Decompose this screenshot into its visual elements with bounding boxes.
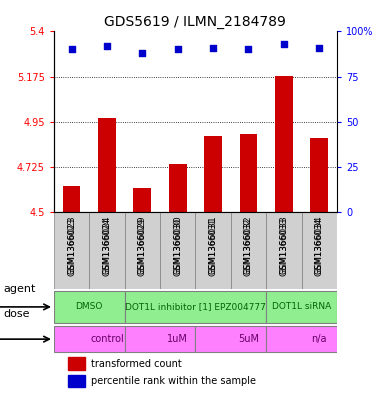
Bar [68,357,85,369]
Text: GSM1366030: GSM1366030 [173,218,182,274]
Text: DOT1L inhibitor [1] EPZ004777: DOT1L inhibitor [1] EPZ004777 [125,302,266,311]
Text: GSM1366029: GSM1366029 [138,218,147,274]
Text: DMSO: DMSO [75,302,103,311]
Text: percentile rank within the sample: percentile rank within the sample [91,376,256,386]
Text: GSM1366023: GSM1366023 [67,218,76,274]
Point [69,46,75,53]
Bar [125,291,266,323]
Bar [275,75,293,212]
Bar [239,134,257,212]
Point [245,46,251,53]
Text: n/a: n/a [311,334,327,344]
Text: control: control [90,334,124,344]
Bar [266,326,337,352]
Point [281,41,287,47]
Text: GSM1366033: GSM1366033 [279,216,288,277]
Text: GSM1366032: GSM1366032 [244,216,253,276]
Text: GSM1366029: GSM1366029 [138,216,147,276]
Text: GSM1366031: GSM1366031 [209,218,218,274]
Bar [125,212,160,289]
Text: GSM1366023: GSM1366023 [67,216,76,276]
Text: transformed count: transformed count [91,358,181,369]
Bar [301,212,337,289]
Bar [266,291,337,323]
Bar [68,375,85,387]
Bar [134,188,151,212]
Text: dose: dose [4,309,30,320]
Text: GSM1366031: GSM1366031 [209,216,218,277]
Point [210,44,216,51]
Text: GSM1366032: GSM1366032 [244,218,253,274]
Text: GSM1366024: GSM1366024 [102,216,112,276]
Bar [160,212,195,289]
Bar [54,291,125,323]
Bar [98,118,116,212]
Bar [125,326,196,352]
Point [104,43,110,49]
Text: GSM1366024: GSM1366024 [102,218,112,274]
Text: 1uM: 1uM [167,334,188,344]
Text: DOT1L siRNA: DOT1L siRNA [272,302,331,311]
Point [139,50,146,56]
Bar [89,212,125,289]
Bar [196,212,231,289]
Title: GDS5619 / ILMN_2184789: GDS5619 / ILMN_2184789 [104,15,286,29]
Text: GSM1366030: GSM1366030 [173,216,182,277]
Text: GSM1366033: GSM1366033 [279,218,288,274]
Bar [231,212,266,289]
Text: agent: agent [4,284,36,294]
Bar [169,164,187,212]
Point [175,46,181,53]
Bar [63,186,80,212]
Bar [266,212,301,289]
Bar [310,138,328,212]
Bar [54,326,125,352]
Text: 5uM: 5uM [238,334,259,344]
Bar [204,136,222,212]
Point [316,44,322,51]
Bar [54,212,89,289]
Text: GSM1366034: GSM1366034 [315,216,324,276]
Text: GSM1366034: GSM1366034 [315,218,324,274]
Bar [196,326,266,352]
